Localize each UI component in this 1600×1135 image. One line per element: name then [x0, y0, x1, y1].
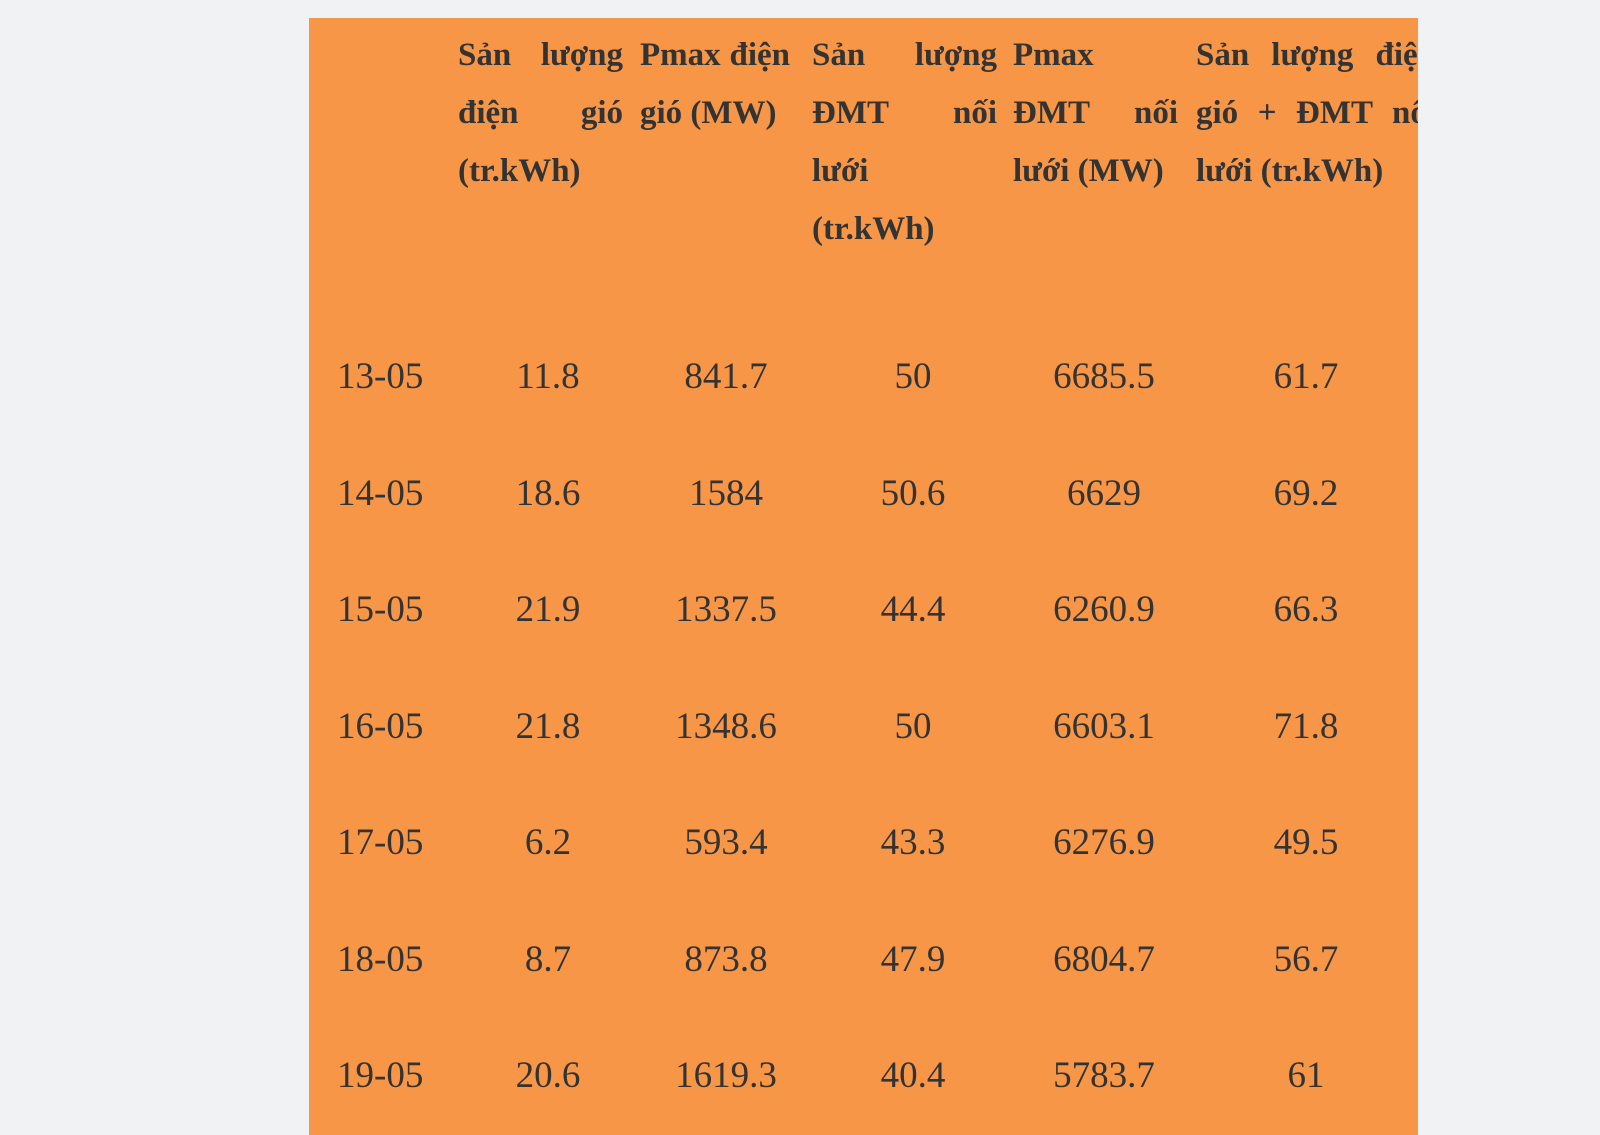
header-cell: Pmax ĐMT nối lưới (MW): [1013, 37, 1178, 189]
value-cell: 6276.9: [1053, 822, 1155, 863]
value-cell: 6260.9: [1053, 589, 1155, 630]
value-cell: 1348.6: [675, 705, 777, 747]
date-cell: 14-05: [337, 472, 424, 514]
value-cell: 1337.5: [675, 589, 777, 630]
value-cell: 21.8: [515, 705, 581, 747]
value-cell: 8.7: [524, 938, 572, 980]
value-cell: 1584: [689, 472, 763, 514]
value-cell: 6603.1: [1053, 705, 1155, 747]
value-cell: 69.2: [1273, 472, 1339, 514]
header-cell: Sản lượng điện gió + ĐMT nối lưới (tr.kW…: [1196, 37, 1418, 189]
value-cell: 49.5: [1273, 822, 1339, 863]
value-cell: 6804.7: [1053, 938, 1155, 980]
value-cell: 50: [894, 356, 932, 397]
value-cell: 50: [894, 705, 932, 747]
value-cell: 18.6: [515, 472, 581, 514]
value-cell: 44.4: [880, 589, 946, 630]
value-cell: 6685.5: [1053, 356, 1155, 397]
value-cell: 593.4: [684, 822, 768, 863]
value-cell: 61: [1287, 1055, 1325, 1096]
value-cell: 841.7: [684, 356, 768, 397]
header-cell: Sản lượng ĐMT nối lưới (tr.kWh): [812, 37, 997, 247]
date-cell: 18-05: [337, 938, 424, 980]
value-cell: 20.6: [515, 1055, 581, 1096]
value-cell: 40.4: [880, 1055, 946, 1096]
value-cell: 61.7: [1273, 356, 1339, 397]
header-cell: Pmax điện gió (MW): [640, 37, 790, 131]
value-cell: 6.2: [524, 822, 572, 863]
table: Sản lượng điện gió (tr.kWh) Pmax điện gió…: [309, 18, 1418, 1135]
date-cell: 13-05: [337, 356, 424, 397]
value-cell: 56.7: [1273, 938, 1339, 980]
value-cell: 71.8: [1273, 705, 1339, 747]
date-cell: 19-05: [337, 1055, 424, 1096]
date-cell: 16-05: [337, 705, 424, 747]
date-cell: 17-05: [337, 822, 424, 863]
value-cell: 66.3: [1273, 589, 1339, 630]
value-cell: 21.9: [515, 589, 581, 630]
date-cell: 15-05: [337, 589, 424, 630]
value-cell: 1619.3: [675, 1055, 777, 1096]
value-cell: 43.3: [880, 822, 946, 863]
value-cell: 11.8: [516, 356, 580, 397]
header-cell: Sản lượng điện gió (tr.kWh): [458, 37, 623, 189]
value-cell: 50.6: [880, 472, 946, 514]
value-cell: 47.9: [880, 938, 946, 980]
value-cell: 873.8: [684, 938, 768, 980]
value-cell: 6629: [1067, 472, 1141, 514]
value-cell: 5783.7: [1053, 1055, 1155, 1096]
